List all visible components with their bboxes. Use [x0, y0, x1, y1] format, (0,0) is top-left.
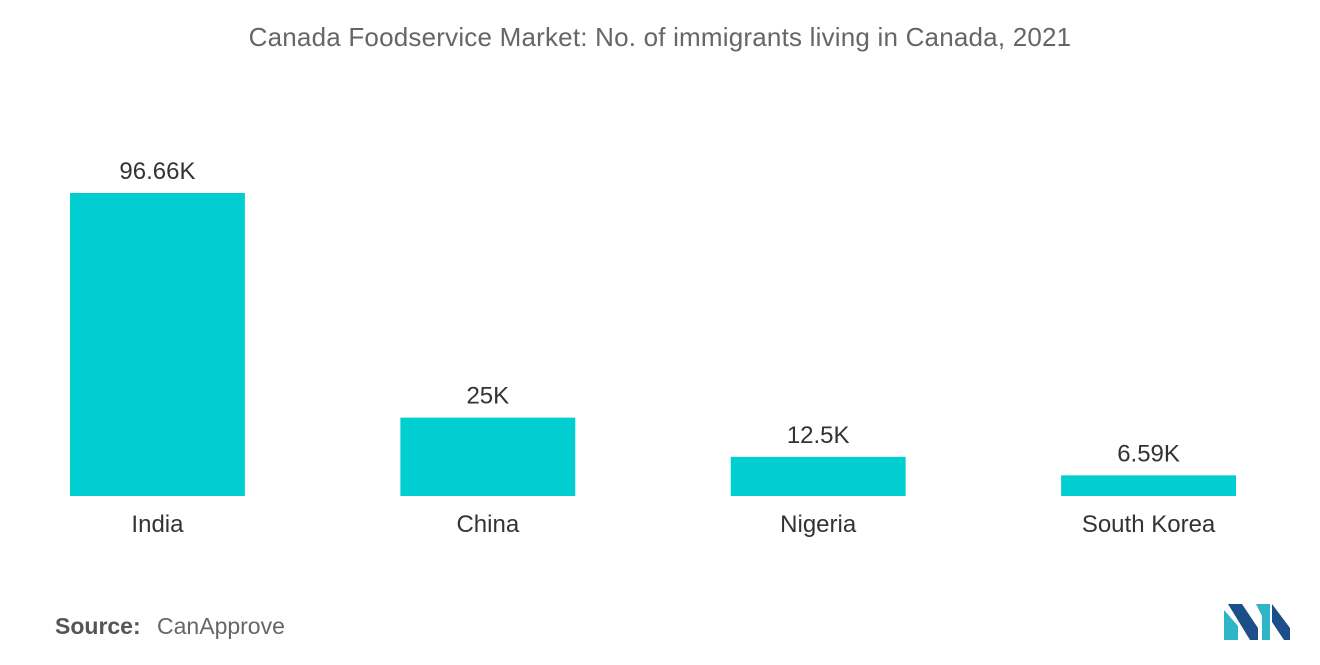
category-label-india: India [131, 511, 184, 538]
bar-china [400, 417, 576, 496]
bar-india [70, 193, 245, 496]
category-labels-group: India China Nigeria South Korea [131, 511, 1215, 538]
bars-group [70, 193, 1236, 496]
source-label: Source: [55, 613, 141, 639]
source-note: Source: CanApprove [55, 613, 285, 640]
chart-title: Canada Foodservice Market: No. of immigr… [248, 22, 1072, 52]
value-label-nigeria: 12.5K [787, 422, 850, 449]
bar-chart: 96.66K 25K 12.5K 6.59K India China Nigeria Sou… [70, 158, 1236, 538]
bar-nigeria [730, 456, 906, 496]
value-label-south-korea: 6.59K [1117, 440, 1180, 467]
value-label-china: 25K [466, 383, 509, 410]
mordor-intelligence-logo-icon [1224, 604, 1290, 640]
source-value: CanApprove [157, 613, 285, 639]
bar-south-korea [1061, 475, 1236, 496]
category-label-nigeria: Nigeria [780, 511, 857, 538]
category-label-china: China [456, 511, 519, 538]
value-labels-group: 96.66K 25K 12.5K 6.59K [119, 158, 1179, 467]
value-label-india: 96.66K [119, 158, 195, 185]
category-label-south-korea: South Korea [1082, 511, 1216, 538]
